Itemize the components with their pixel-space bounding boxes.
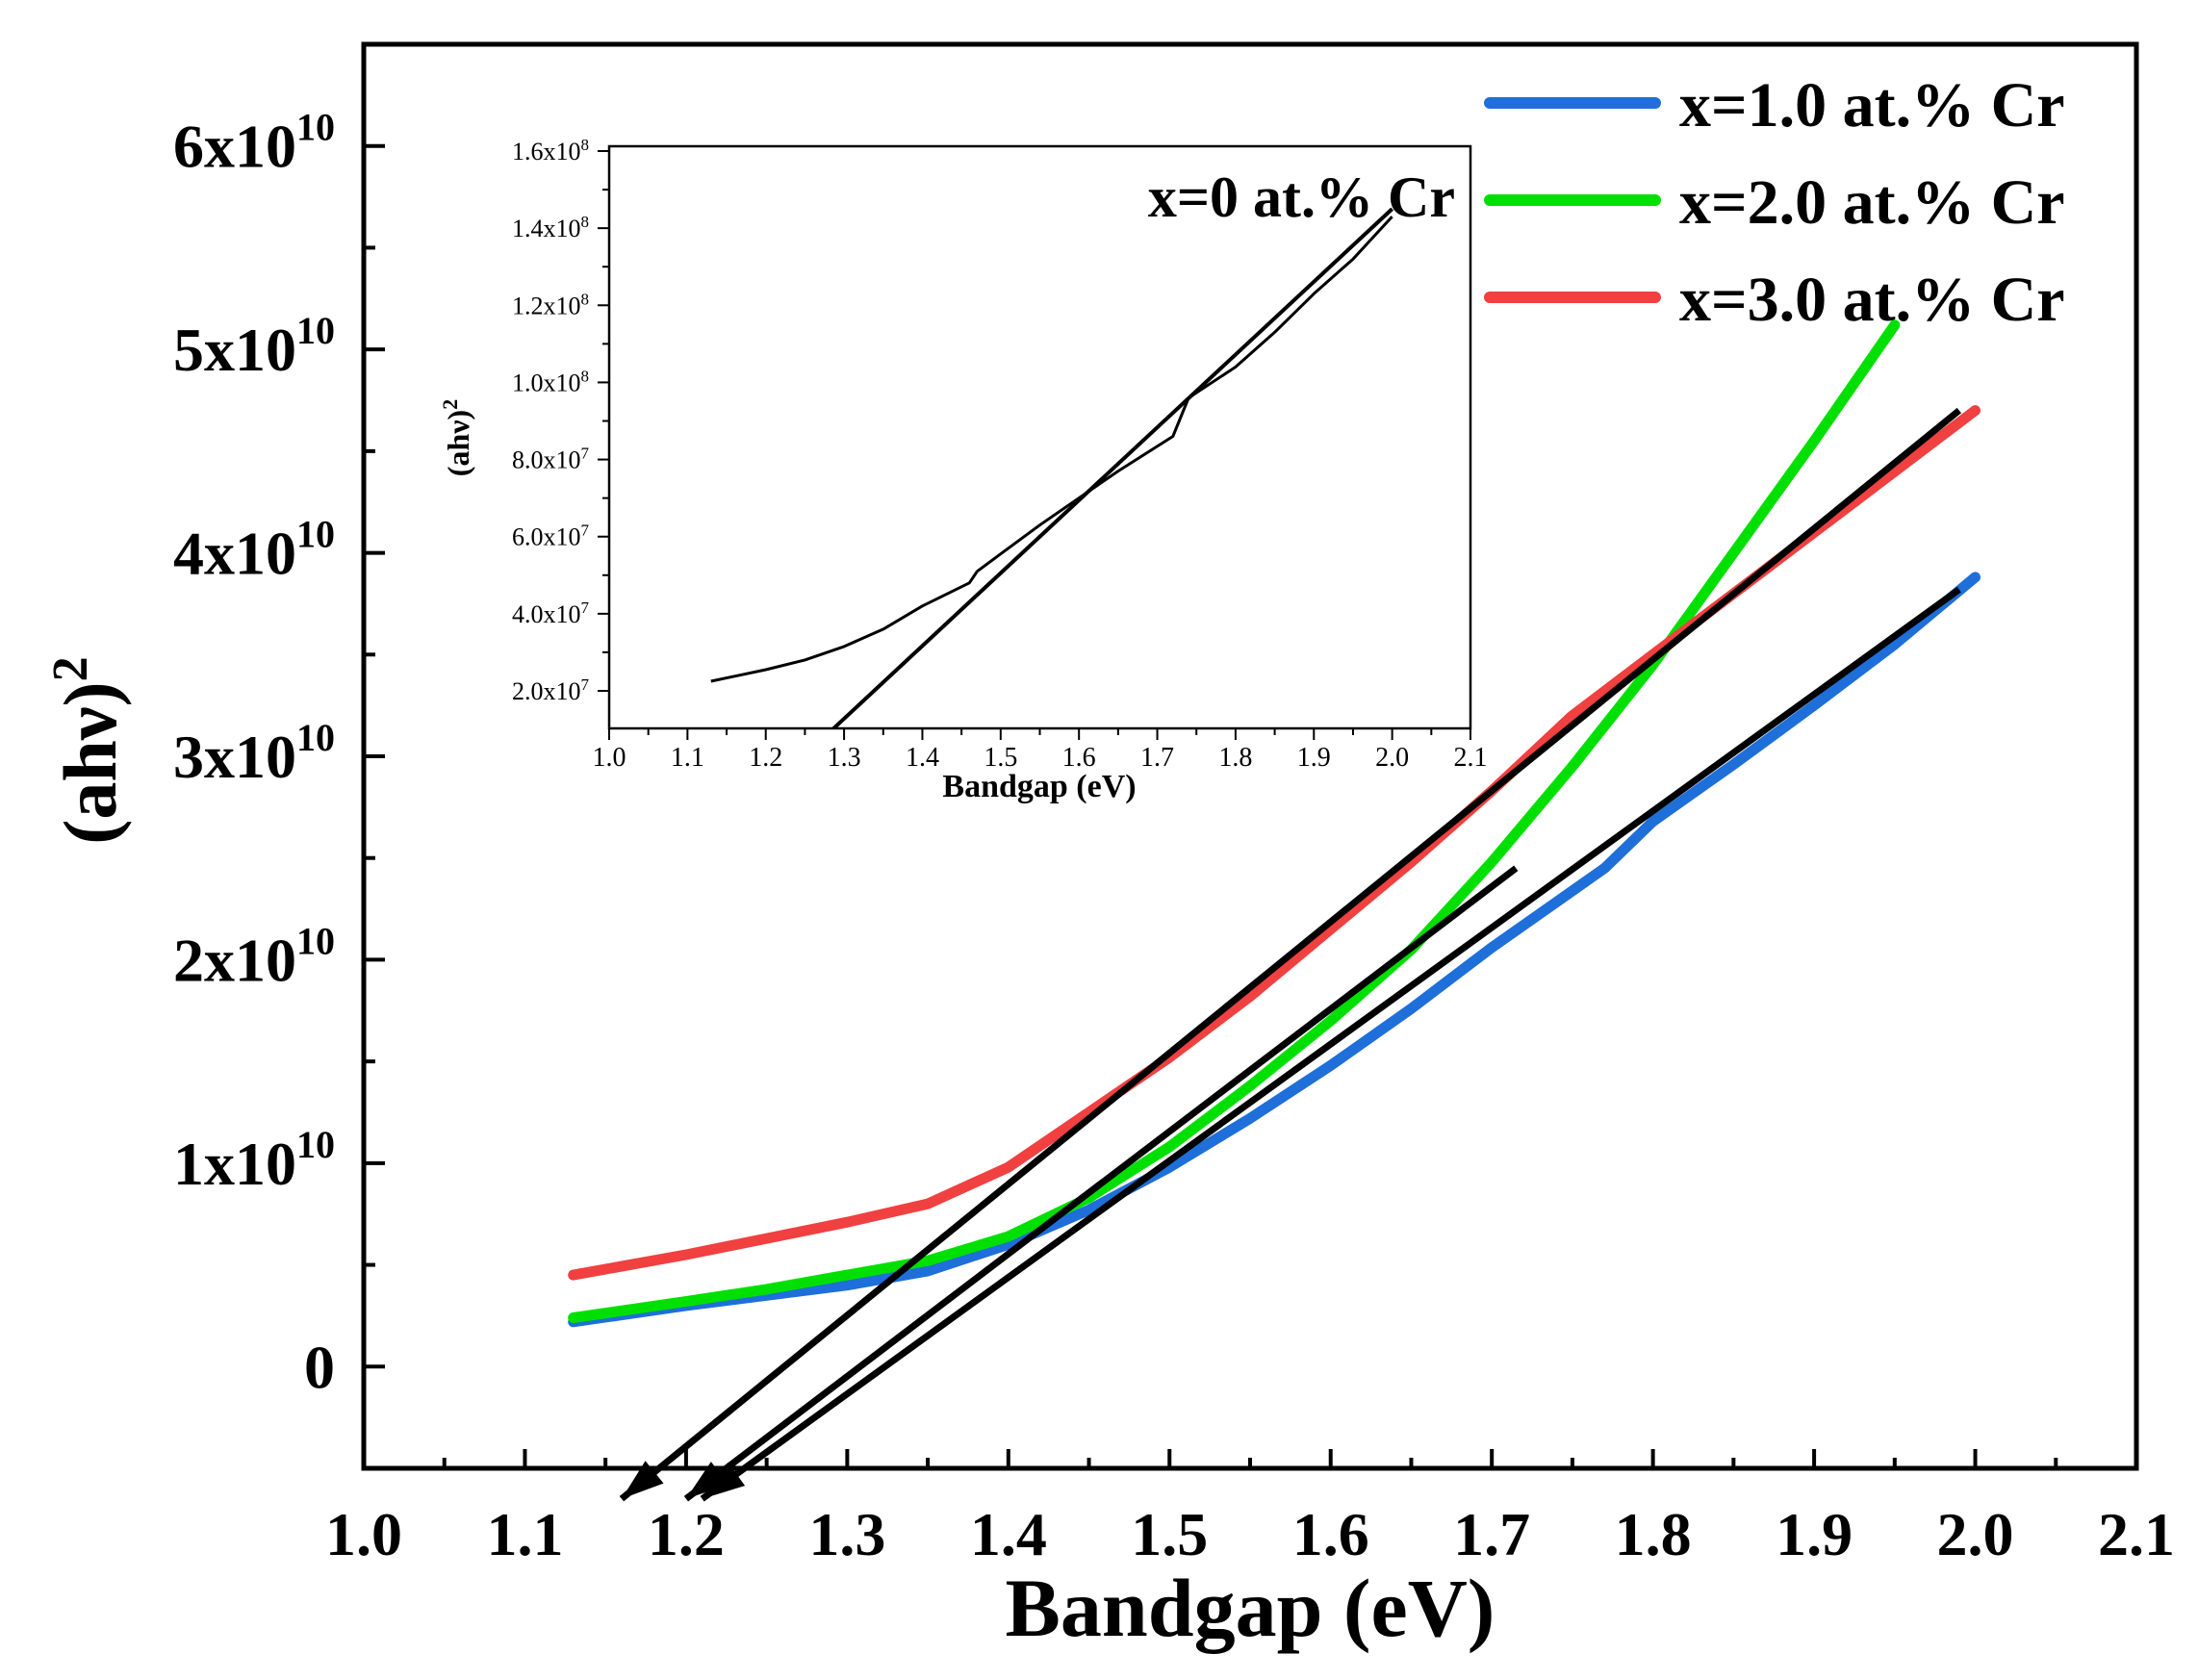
main-y-axis-title: (ahν)2 <box>43 656 132 844</box>
inset-x-tick-label: 1.6 <box>1062 743 1096 773</box>
inset-series-line <box>710 216 1393 683</box>
inset-x-tick-label: 1.1 <box>671 743 704 773</box>
main-x-tick-label: 2.1 <box>2098 1500 2175 1568</box>
series-line-2 <box>568 319 1901 1323</box>
inset-x-tick-label: 1.8 <box>1218 743 1252 773</box>
inset-x-tick-label: 2.1 <box>1454 743 1488 773</box>
inset-y-tick-label: 1.6x108 <box>512 136 589 165</box>
main-y-tick-label: 1x1010 <box>173 1123 335 1198</box>
inset-y-axis-title-exponent: 2 <box>438 399 462 410</box>
inset-x-tick-label: 1.4 <box>906 743 939 773</box>
main-x-tick-label: 1.2 <box>648 1500 725 1568</box>
inset-y-tick-label: 1.4x108 <box>512 213 589 242</box>
main-fit-lines <box>619 407 1962 1502</box>
inset-y-ticks <box>598 150 609 692</box>
inset-y-tick-label: 4.0x107 <box>512 598 590 628</box>
legend: x=1.0 at.% Cr x=2.0 at.% Cr x=3.0 at.% Cr <box>1484 70 2065 335</box>
main-plot: 1.0 1.1 1.2 1.3 1.4 1.5 1.6 1.7 1.8 1.9 2.0 2.1 0 1x… <box>43 41 2175 1654</box>
inset-x-tick-label: 2.0 <box>1375 743 1409 773</box>
main-x-tick-label: 1.0 <box>325 1500 402 1568</box>
main-x-tick-label: 1.8 <box>1615 1500 1692 1568</box>
inset-x-tick-label: 1.0 <box>593 743 626 773</box>
main-x-tick-label: 1.3 <box>808 1500 885 1568</box>
inset-x-axis-title: Bandgap (eV) <box>942 769 1136 804</box>
series-line-1 <box>568 572 1981 1328</box>
inset-plot: 1.0 1.1 1.2 1.3 1.4 1.5 1.6 1.7 1.8 1.9 2.0 2.1 2.0… <box>438 136 1488 804</box>
main-y-axis-title-exponent: 2 <box>43 656 98 681</box>
main-x-tick-label: 1.7 <box>1453 1500 1530 1568</box>
main-y-tick-label: 2x1010 <box>173 919 335 994</box>
inset-x-ticks <box>608 728 1471 740</box>
main-x-tick-label: 1.4 <box>970 1500 1047 1568</box>
inset-y-tick-labels: 2.0x107 4.0x107 6.0x107 8.0x107 1.0x108 1.2x1… <box>512 136 590 705</box>
legend-label-3: x=3.0 at.% Cr <box>1679 265 2065 335</box>
main-y-tick-label: 6x1010 <box>173 106 335 181</box>
inset-x-tick-label: 1.5 <box>984 743 1017 773</box>
inset-y-tick-label: 6.0x107 <box>512 522 590 551</box>
main-x-tick-label: 1.1 <box>486 1500 563 1568</box>
inset-x-tick-label: 1.7 <box>1140 743 1174 773</box>
fit-line-green <box>683 865 1519 1502</box>
inset-series <box>710 216 1393 683</box>
inset-title: x=0 at.% Cr <box>1148 165 1455 229</box>
main-y-tick-label: 3x1010 <box>173 716 335 791</box>
main-x-tick-labels: 1.0 1.1 1.2 1.3 1.4 1.5 1.6 1.7 1.8 1.9 2.0 2.1 <box>325 1500 2175 1568</box>
main-x-tick-label: 1.6 <box>1292 1500 1369 1568</box>
main-x-axis-title: Bandgap (eV) <box>1006 1562 1495 1654</box>
main-x-tick-label: 1.9 <box>1776 1500 1853 1568</box>
inset-y-tick-label: 1.0x108 <box>512 367 589 396</box>
fit-line-red <box>619 407 1962 1502</box>
fit-line-blue <box>700 586 1961 1502</box>
legend-label-1: x=1.0 at.% Cr <box>1679 70 2065 140</box>
inset-x-tick-label: 1.9 <box>1297 743 1331 773</box>
main-x-ticks <box>362 1449 2138 1468</box>
inset-x-tick-labels: 1.0 1.1 1.2 1.3 1.4 1.5 1.6 1.7 1.8 1.9 2.0 2.1 <box>593 743 1488 773</box>
inset-y-axis-title: (ahν)2 <box>438 399 475 476</box>
inset-fit-lines <box>831 207 1393 728</box>
fit-line-green-arrowhead <box>685 1462 729 1499</box>
main-x-tick-label: 1.5 <box>1131 1500 1208 1568</box>
fit-line-blue-arrowhead <box>702 1462 746 1499</box>
main-y-ticks <box>364 42 385 1470</box>
inset-x-tick-label: 1.3 <box>828 743 861 773</box>
inset-plot-background <box>609 146 1470 728</box>
fit-line-red-arrowhead <box>621 1461 664 1499</box>
main-y-tick-label: 4x1010 <box>173 513 335 588</box>
inset-x-tick-label: 1.2 <box>749 743 782 773</box>
main-x-tick-label: 2.0 <box>1937 1500 2014 1568</box>
main-y-tick-label: 0 <box>304 1333 335 1401</box>
inset-fit-line <box>831 207 1393 728</box>
inset-y-tick-label: 8.0x107 <box>512 445 590 474</box>
main-y-tick-labels: 0 1x1010 2x1010 3x1010 4x1010 5x1010 6x1010 <box>173 106 335 1402</box>
main-y-tick-label: 5x1010 <box>173 309 335 384</box>
legend-label-2: x=2.0 at.% Cr <box>1679 167 2065 238</box>
inset-y-tick-label: 1.2x108 <box>512 290 589 319</box>
inset-y-tick-label: 2.0x107 <box>512 675 590 705</box>
